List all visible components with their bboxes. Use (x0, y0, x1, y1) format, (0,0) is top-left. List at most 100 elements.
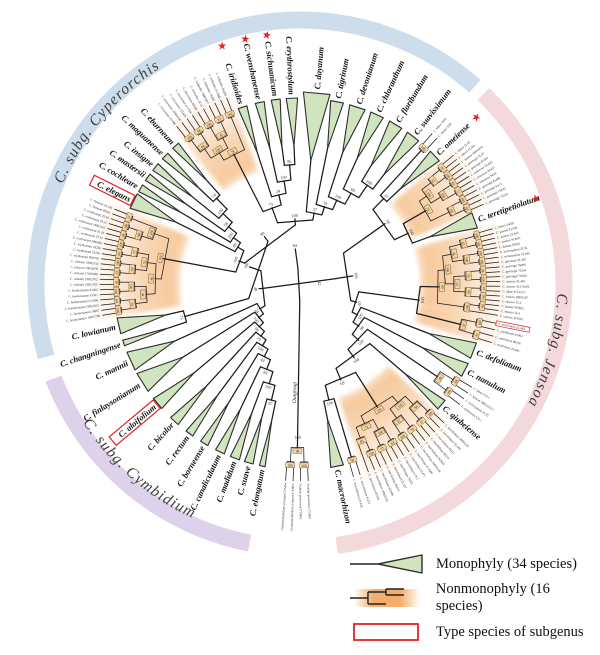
bootstrap-text: 100 (115, 308, 120, 314)
type-species-box (108, 399, 162, 447)
branch (369, 342, 406, 375)
branch (268, 371, 274, 385)
bootstrap-text: 100 (464, 257, 469, 263)
accession-label: C. erythraeum ZL29 (78, 224, 105, 235)
bootstrap-text: 94 (465, 206, 470, 211)
bootstrap-text: 48 (121, 233, 126, 238)
bootstrap-value: 100 (477, 247, 485, 258)
branch (222, 137, 229, 149)
label-text: C. lowianum (71, 322, 117, 342)
bootstrap-text: 42 (260, 357, 266, 363)
bootstrap-box (113, 267, 120, 278)
species-label: C. bicolor (145, 420, 176, 453)
bootstrap-value: 67 (268, 400, 274, 406)
bootstrap-value: 24 (254, 308, 261, 315)
bootstrap-value: 98 (358, 325, 365, 331)
bootstrap-text: 100 (445, 172, 451, 179)
bootstrap-text: 100 (377, 430, 384, 436)
label-text: C. aloifolium (116, 402, 158, 440)
label-text: C. wenshanense (242, 43, 264, 101)
branch (335, 367, 342, 381)
outgroup-tip-label: Grammatophyllum scriptum CYM03 (289, 483, 295, 531)
accession-label: C. kanran 83605 (499, 242, 521, 250)
label-text: C. macrorhizon (333, 469, 354, 525)
accession-label: C. sinense ZL445 (502, 279, 525, 283)
star-icon: ★ (214, 40, 229, 53)
label-text: C. ensifolium ZL443 (498, 322, 525, 331)
bootstrap-value: 100 (183, 132, 195, 143)
branch (181, 212, 232, 243)
bootstrap-value: 100 (353, 272, 359, 279)
bootstrap-value: 74 (360, 422, 372, 432)
accession-label: C. ensifolium 80256 (495, 335, 522, 346)
bootstrap-box (437, 162, 448, 174)
label-text: C. kanran ZL446 (496, 225, 519, 234)
bootstrap-text: 67 (217, 117, 222, 122)
bootstrap-text: 84 (200, 144, 205, 149)
outgroup-stem (296, 305, 301, 449)
bootstrap-text: 73 (179, 315, 185, 320)
bootstrap-value: 70 (406, 424, 418, 435)
branch (324, 384, 330, 401)
bootstrap-text: 100 (288, 463, 294, 467)
label-text: C. nanulum (466, 367, 508, 395)
bootstrap-box (116, 239, 125, 250)
accession-label: C. sinense 915-WSN (502, 285, 530, 289)
monophyly-triangle (243, 416, 263, 465)
accession-label: C. ensifolium 81004 (497, 328, 524, 338)
bootstrap-value: 100 (128, 281, 135, 292)
accession-label: C. sinense W5602 (500, 314, 524, 322)
bootstrap-value: 77 (130, 246, 138, 258)
monophyly-triangle (170, 385, 208, 426)
branch (261, 398, 268, 418)
type-species-box (88, 174, 136, 207)
bootstrap-value: 88 (259, 231, 265, 238)
bootstrap-box (443, 169, 454, 181)
branch (333, 398, 352, 458)
bootstrap-text: 63 (130, 267, 134, 271)
bootstrap-value: 24 (450, 248, 459, 259)
branch (256, 152, 273, 198)
bootstrap-value: 52 (140, 257, 148, 268)
bootstrap-box (415, 416, 427, 427)
bootstrap-text: 86 (359, 439, 364, 444)
branch (458, 329, 474, 335)
branch (360, 415, 366, 425)
monophyly-triangle (200, 401, 230, 447)
branch (207, 180, 221, 196)
bootstrap-value: 100 (294, 435, 301, 440)
bootstrap-text: 96 (254, 326, 261, 333)
bootstrap-value: 100 (264, 384, 272, 391)
branch (200, 133, 210, 147)
bootstrap-text: 70 (439, 165, 444, 170)
bootstrap-value: 100 (212, 145, 223, 155)
bootstrap-text: 100 (136, 232, 141, 238)
bootstrap-value: 58 (346, 456, 358, 465)
branch (248, 266, 262, 272)
bootstrap-value: 100 (480, 292, 487, 303)
branch (232, 236, 242, 244)
legend-label-monophyly: Monophyly (34 species) (436, 555, 577, 572)
bootstrap-text: 67 (482, 286, 486, 290)
monophyly-triangle (152, 163, 194, 198)
bootstrap-box (140, 289, 147, 300)
legend-item-monophyly: Monophyly (34 species) (348, 549, 600, 579)
bootstrap-text: 63 (390, 440, 395, 445)
bootstrap-box (115, 248, 123, 259)
monophyly-triangle (302, 91, 331, 162)
label-text: C. tortisepalum ZL446 (500, 251, 530, 259)
star-glyph: ★ (530, 192, 544, 207)
branch (154, 233, 170, 240)
bootstrap-text: 52 (430, 178, 435, 183)
species-label: C. sichuanicum (263, 41, 280, 97)
bootstrap-text: 91 (475, 332, 480, 337)
bootstrap-text: 100 (376, 407, 383, 413)
accession-label: C. hookerianum 10867 (70, 309, 100, 317)
bootstrap-value: 100 (424, 188, 435, 200)
branch (243, 224, 297, 264)
bootstrap-value: 69 (231, 242, 237, 248)
bootstrap-text: 48 (438, 376, 443, 381)
accession-label: C. wilsonii 19852762 (70, 277, 98, 282)
species-label: C. mannii (94, 358, 131, 382)
bootstrap-text: 100 (408, 228, 415, 236)
